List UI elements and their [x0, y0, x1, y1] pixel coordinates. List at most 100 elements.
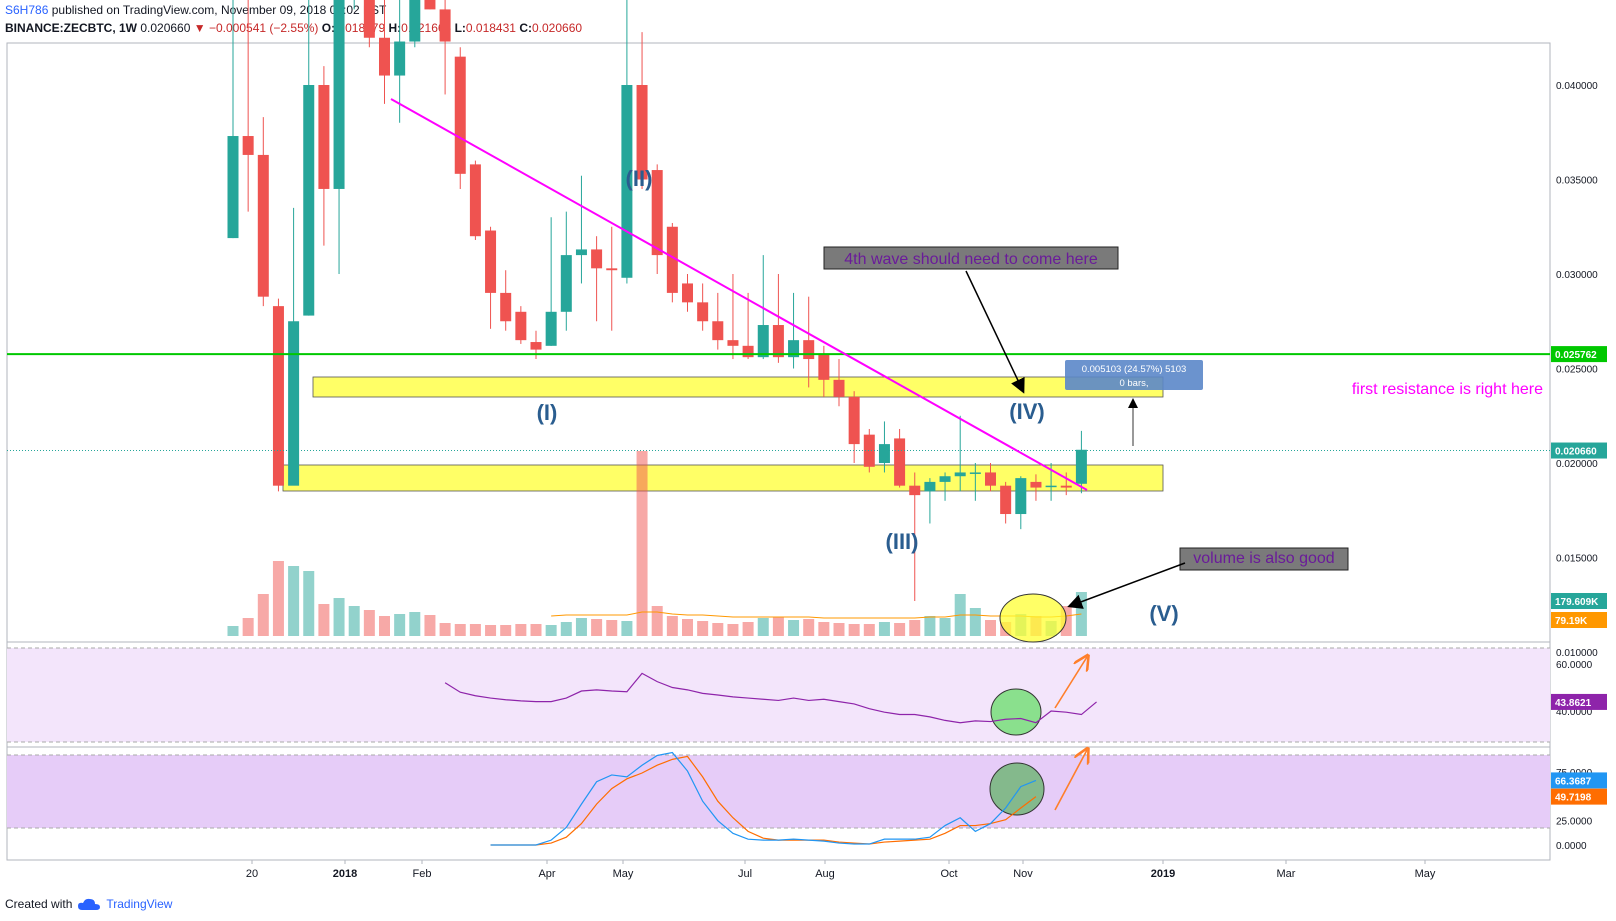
candle-body[interactable] — [439, 9, 451, 42]
volume-bar — [682, 619, 693, 636]
candle-body[interactable] — [621, 85, 633, 278]
candle-body[interactable] — [939, 476, 951, 482]
candle-body[interactable] — [1045, 485, 1057, 488]
volume-note-arrow — [1067, 562, 1186, 609]
candle-body[interactable] — [515, 311, 527, 341]
volume-bar — [439, 623, 451, 636]
candle-body[interactable] — [379, 37, 390, 76]
volume-bar — [939, 618, 951, 636]
candle-body[interactable] — [985, 472, 996, 486]
candle-body[interactable] — [1030, 481, 1042, 488]
time-tick-label: May — [613, 868, 634, 880]
candle-body[interactable] — [363, 0, 375, 38]
candle-body[interactable] — [333, 0, 345, 189]
price-tick-label: 0.010000 — [1556, 648, 1598, 659]
candle-body[interactable] — [545, 311, 557, 346]
stoch-tick-label: 0.0000 — [1556, 841, 1587, 852]
candle-body[interactable] — [1060, 485, 1072, 488]
candle-body[interactable] — [848, 396, 860, 445]
time-tick-label: 20 — [246, 868, 258, 880]
candle-body[interactable] — [409, 0, 421, 42]
time-tick-label: 2019 — [1151, 868, 1175, 880]
candle-body[interactable] — [772, 325, 784, 358]
publisher-name[interactable]: S6H786 — [5, 3, 49, 17]
candle-body[interactable] — [924, 481, 936, 492]
candle-body[interactable] — [1000, 485, 1012, 515]
candle-body[interactable] — [424, 0, 436, 10]
volume-bar — [348, 606, 360, 636]
candle-body[interactable] — [788, 340, 800, 358]
candle-body[interactable] — [530, 342, 542, 350]
volume-bar — [621, 621, 633, 636]
candle-body[interactable] — [636, 85, 648, 180]
candle-body[interactable] — [500, 292, 512, 322]
volume-bar — [833, 623, 845, 636]
candle-body[interactable] — [591, 249, 603, 269]
volume-bar — [666, 616, 678, 636]
created-with-text: Created with — [5, 897, 73, 911]
measure-box[interactable] — [1065, 360, 1203, 390]
candle-body[interactable] — [272, 306, 284, 486]
candle-body[interactable] — [1075, 449, 1087, 484]
candle-body[interactable] — [969, 472, 981, 474]
candle-body[interactable] — [894, 438, 906, 486]
candle-body[interactable] — [560, 255, 572, 312]
candle-body[interactable] — [818, 353, 830, 380]
volume-bar — [697, 621, 709, 636]
candle-body[interactable] — [833, 379, 845, 397]
volume-bar — [257, 594, 269, 636]
candle-body[interactable] — [757, 325, 769, 358]
candle-body[interactable] — [394, 41, 406, 76]
volume-bar — [575, 618, 587, 636]
candle-body[interactable] — [575, 249, 587, 256]
close-value: 0.020660 — [531, 21, 583, 35]
footer: Created with TradingView — [5, 897, 172, 911]
candle-body[interactable] — [682, 283, 693, 303]
candle-body[interactable] — [485, 230, 497, 293]
tradingview-link[interactable]: TradingView — [106, 897, 173, 911]
volume-bar — [772, 617, 784, 636]
candle-body[interactable] — [227, 136, 239, 239]
candle-body[interactable] — [954, 472, 966, 477]
candle-body[interactable] — [303, 85, 315, 316]
candle-body[interactable] — [1015, 478, 1027, 515]
candle-body[interactable] — [242, 136, 254, 155]
candle-body[interactable] — [863, 434, 875, 467]
volume-bar — [500, 625, 512, 636]
fourth-wave-note-box[interactable] — [823, 246, 1119, 270]
candle-body[interactable] — [909, 485, 921, 496]
candle-body[interactable] — [878, 444, 890, 463]
candle-body[interactable] — [454, 56, 466, 174]
volume-bar — [409, 612, 421, 636]
volume-highlight-circle — [999, 593, 1067, 643]
trendline[interactable] — [390, 98, 1088, 491]
resistance-zone[interactable] — [312, 376, 1164, 398]
volume-bar — [651, 606, 663, 636]
volume-bar — [878, 622, 890, 636]
volume-bar — [530, 624, 542, 636]
candle-body[interactable] — [742, 345, 754, 358]
volume-bar — [272, 561, 284, 636]
candle-body[interactable] — [697, 302, 709, 322]
candle-body[interactable] — [651, 170, 663, 256]
candle-body[interactable] — [666, 226, 678, 293]
candle-body[interactable] — [288, 321, 300, 486]
candle-body[interactable] — [803, 340, 815, 360]
down-triangle-icon: ▼ — [193, 21, 206, 35]
stoch-band — [7, 755, 1550, 828]
candle-body[interactable] — [318, 85, 330, 189]
high-label: H: — [388, 21, 402, 35]
volume-bar — [848, 624, 860, 636]
wave-label-4: (IV) — [1009, 399, 1044, 424]
candle-body[interactable] — [727, 340, 739, 346]
candle-body[interactable] — [257, 154, 269, 297]
candle-body[interactable] — [606, 268, 618, 271]
volume-bar — [454, 624, 466, 636]
volume-bar — [363, 610, 375, 636]
price-tick-label: 0.040000 — [1556, 81, 1598, 92]
candle-body[interactable] — [469, 164, 481, 237]
stoch-k-label-bg — [1551, 772, 1607, 789]
candle-body[interactable] — [712, 321, 724, 341]
volume-note-box[interactable] — [1179, 547, 1349, 571]
